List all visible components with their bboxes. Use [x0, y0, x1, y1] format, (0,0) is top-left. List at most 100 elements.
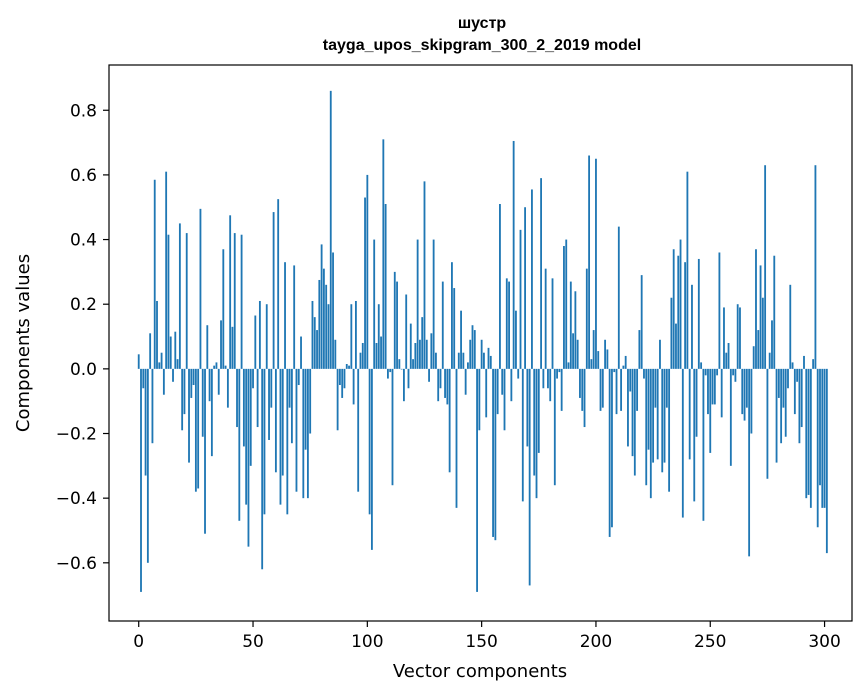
y-tick-label: −0.2: [56, 425, 97, 445]
bar: [633, 368, 636, 476]
bar: [435, 352, 437, 369]
bar: [439, 368, 442, 389]
bar: [601, 368, 604, 408]
bar: [258, 300, 261, 369]
bar: [803, 355, 805, 369]
bar: [437, 368, 440, 402]
bar: [409, 323, 412, 369]
bar: [757, 330, 760, 369]
bar: [608, 368, 611, 537]
bar: [352, 368, 355, 405]
bar: [793, 368, 796, 415]
bar: [190, 368, 193, 398]
bar: [725, 352, 728, 369]
bar: [606, 349, 609, 369]
bar: [533, 368, 536, 476]
bar: [375, 343, 378, 369]
bar: [583, 368, 586, 428]
bar: [807, 368, 810, 495]
bar: [311, 300, 314, 369]
bar: [496, 368, 499, 415]
bar: [226, 368, 229, 408]
bar: [361, 343, 364, 369]
bar: [348, 365, 350, 369]
bar: [441, 281, 444, 369]
bar: [416, 239, 419, 369]
bar: [146, 368, 149, 563]
bar: [789, 284, 792, 369]
bar: [796, 368, 799, 382]
bar: [661, 368, 664, 473]
bar: [588, 155, 591, 369]
bar: [242, 368, 245, 447]
bar: [368, 368, 371, 515]
bar: [640, 275, 643, 369]
bar: [213, 365, 216, 369]
bar: [169, 336, 172, 369]
bar: [327, 304, 330, 369]
bar: [400, 368, 403, 370]
bar: [137, 354, 140, 369]
bar: [462, 352, 465, 369]
bar: [700, 362, 703, 369]
bar: [748, 368, 751, 557]
bar: [567, 362, 570, 369]
bar: [432, 239, 435, 369]
bar: [780, 368, 783, 444]
bar: [759, 265, 762, 369]
bar: [313, 317, 316, 369]
bar: [569, 281, 572, 369]
bar: [814, 165, 817, 369]
bar: [274, 368, 277, 473]
bar: [153, 179, 156, 369]
bar: [771, 320, 773, 369]
bar: [636, 368, 639, 411]
bar: [293, 265, 296, 369]
bar: [679, 239, 682, 369]
bar: [391, 368, 394, 486]
bar: [816, 368, 819, 528]
bar: [505, 278, 508, 369]
bar: [540, 178, 542, 369]
bar: [483, 352, 485, 369]
bar: [572, 333, 574, 369]
bar: [805, 368, 808, 499]
bar: [451, 262, 453, 369]
bar: [713, 368, 716, 405]
bar: [615, 368, 618, 415]
x-tick-label: 300: [808, 632, 840, 652]
bar: [384, 204, 387, 369]
bar: [553, 368, 556, 486]
bar: [766, 368, 769, 479]
bar: [709, 368, 712, 453]
bar: [727, 343, 730, 369]
bar: [464, 368, 467, 395]
bar: [574, 291, 577, 369]
bar: [777, 368, 780, 398]
bar: [693, 368, 696, 502]
bar: [595, 158, 597, 369]
bar: [590, 359, 593, 369]
bar: [206, 325, 209, 369]
bar: [686, 171, 689, 369]
bar: [512, 140, 515, 369]
bar: [403, 368, 405, 402]
bar: [396, 281, 398, 369]
bar: [707, 368, 709, 415]
bar: [256, 368, 259, 428]
bar: [629, 368, 632, 392]
bar: [528, 368, 531, 586]
bar: [366, 174, 369, 369]
bar: [208, 368, 211, 402]
bar: [755, 249, 757, 369]
bar: [268, 368, 270, 440]
bar: [149, 333, 152, 369]
bar: [565, 239, 568, 369]
bar: [519, 229, 522, 369]
bar: [448, 368, 451, 473]
bar: [162, 368, 165, 395]
bar: [741, 368, 744, 415]
bar: [739, 307, 741, 369]
bar: [485, 368, 488, 418]
